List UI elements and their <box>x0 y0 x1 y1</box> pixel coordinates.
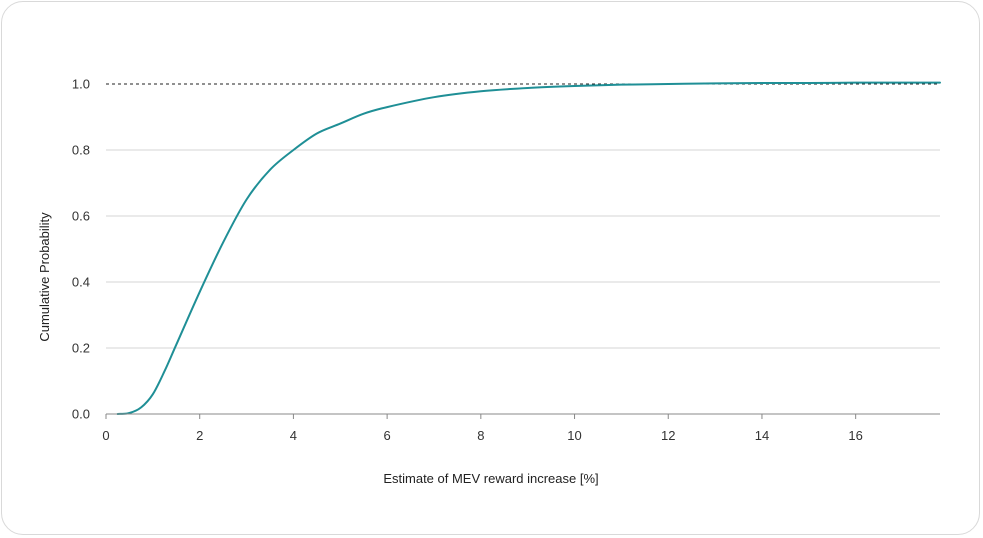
x-tick-label: 10 <box>567 428 581 443</box>
x-axis-ticks: 0 2 4 6 8 10 12 14 16 <box>102 414 863 443</box>
y-tick-label: 0.8 <box>72 143 90 158</box>
x-tick-label: 0 <box>102 428 109 443</box>
y-axis-title: Cumulative Probability <box>37 212 52 342</box>
y-tick-label: 1.0 <box>72 77 90 92</box>
x-tick-label: 12 <box>661 428 675 443</box>
x-tick-label: 6 <box>384 428 391 443</box>
y-axis-ticks: 0.0 0.2 0.4 0.6 0.8 1.0 <box>72 77 90 422</box>
cdf-series-line <box>116 81 941 415</box>
y-tick-label: 0.6 <box>72 209 90 224</box>
y-tick-label: 0.2 <box>72 341 90 356</box>
x-tick-label: 4 <box>290 428 297 443</box>
y-tick-label: 0.0 <box>72 407 90 422</box>
x-tick-label: 8 <box>477 428 484 443</box>
x-tick-label: 16 <box>848 428 862 443</box>
x-tick-label: 2 <box>196 428 203 443</box>
grid-lines <box>106 149 940 349</box>
x-tick-label: 14 <box>755 428 769 443</box>
x-axis-title: Estimate of MEV reward increase [%] <box>383 471 598 486</box>
y-tick-label: 0.4 <box>72 275 90 290</box>
series-group <box>116 81 941 415</box>
